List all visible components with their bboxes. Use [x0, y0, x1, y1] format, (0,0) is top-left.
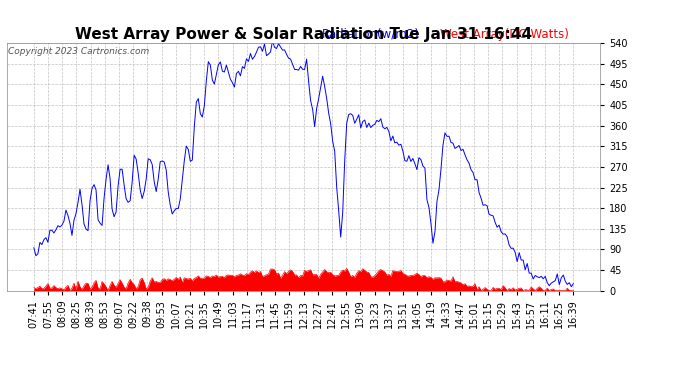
Text: West Array(DC Watts): West Array(DC Watts) [440, 28, 569, 40]
Text: Copyright 2023 Cartronics.com: Copyright 2023 Cartronics.com [8, 47, 149, 56]
Title: West Array Power & Solar Radiation Tue Jan 31 16:44: West Array Power & Solar Radiation Tue J… [75, 27, 532, 42]
Text: Radiation(w/m2): Radiation(w/m2) [322, 28, 420, 40]
